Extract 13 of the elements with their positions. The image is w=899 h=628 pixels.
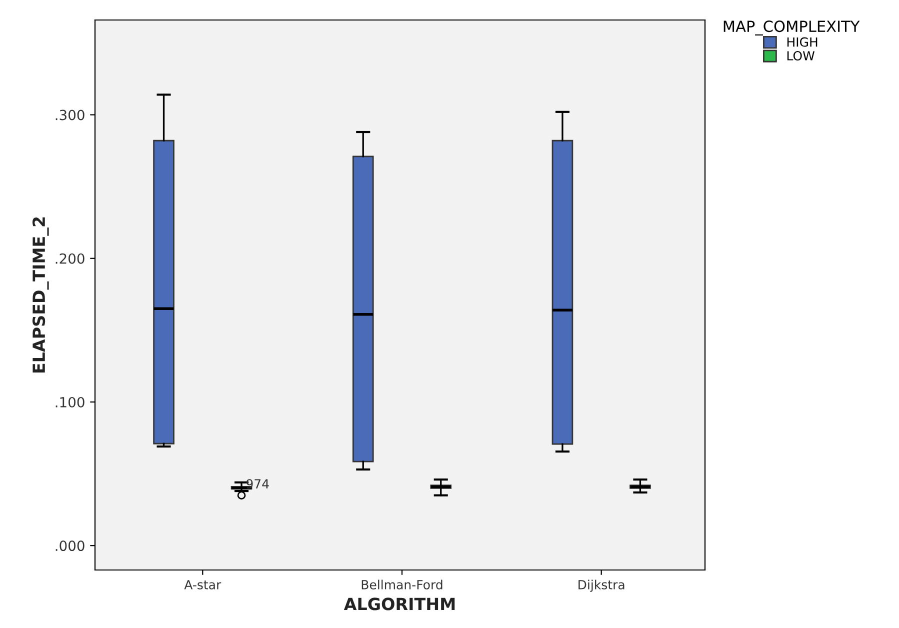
legend-label: LOW [787, 51, 814, 60]
x-axis-title: ALGORITHM [344, 598, 455, 610]
y-tick-label: .300 [56, 110, 84, 120]
x-tick-label: Bellman-Ford [362, 580, 442, 590]
legend-title: MAP_COMPLEXITY [724, 20, 860, 36]
y-tick-label: .100 [56, 396, 84, 408]
x-tick-label: Dijkstra [578, 580, 624, 592]
annotation: 974 [246, 479, 269, 489]
y-tick-label: .200 [56, 253, 84, 264]
y-axis-title: ELAPSED_TIME_2 [32, 217, 49, 373]
legend-label: HIGH [787, 37, 818, 47]
y-tick-label: .000 [56, 540, 84, 552]
x-tick-label: A-star [184, 580, 222, 590]
